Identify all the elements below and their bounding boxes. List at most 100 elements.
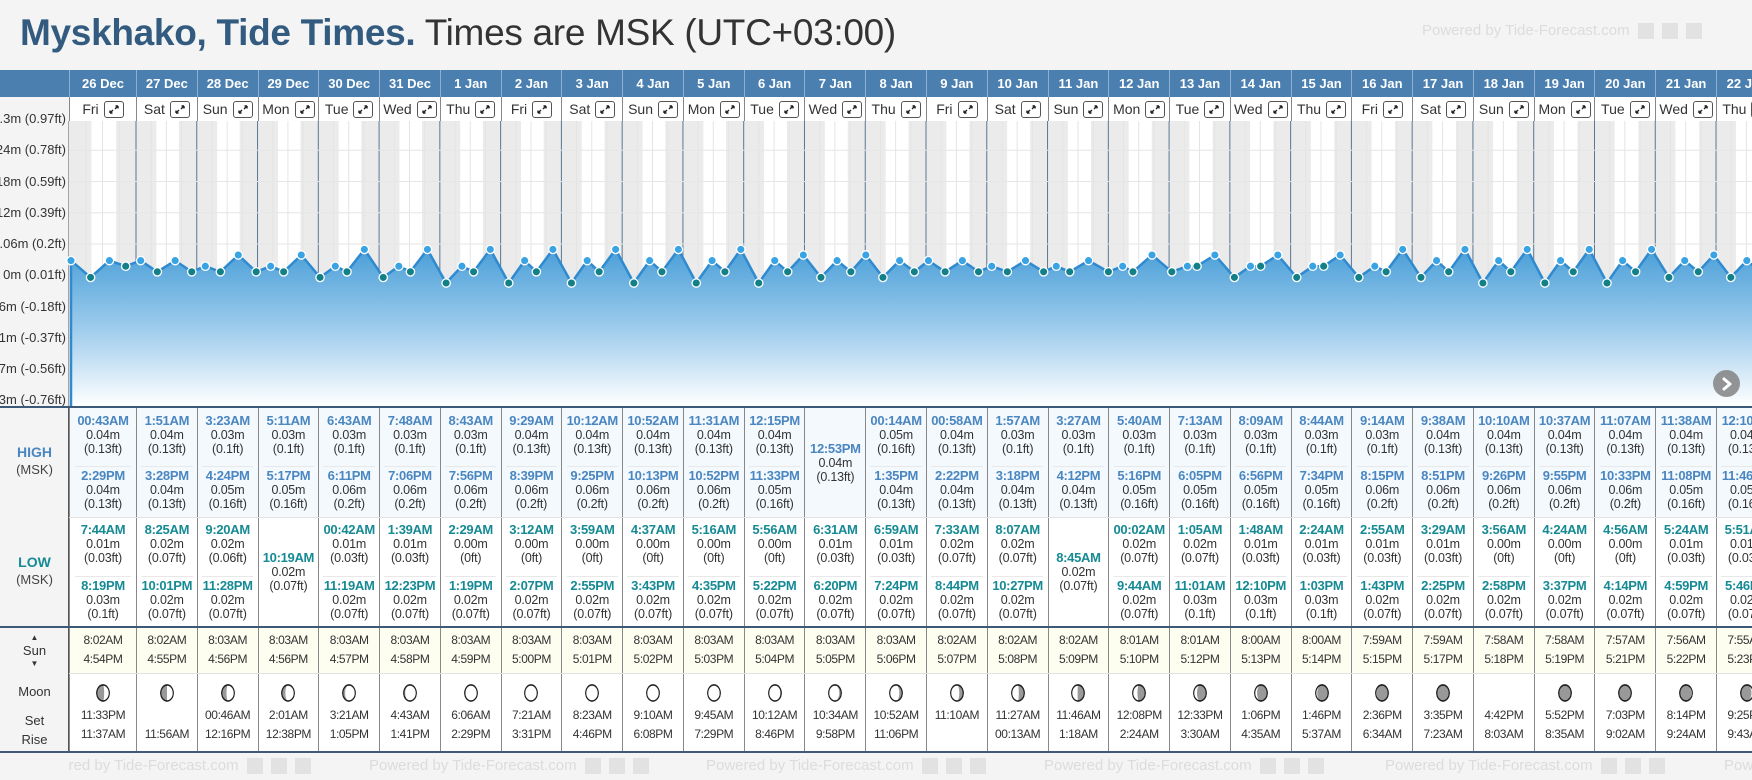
low-tide-point[interactable] [846, 266, 856, 277]
high-tide-point[interactable] [1584, 244, 1595, 255]
expand-day-button[interactable] [900, 100, 921, 118]
high-tide-point[interactable] [233, 250, 244, 260]
low-tide-point[interactable] [1103, 266, 1114, 277]
high-tide-point[interactable] [548, 244, 558, 255]
high-tide-point[interactable] [1708, 250, 1719, 260]
low-tide-point[interactable] [691, 278, 702, 288]
high-tide-point[interactable] [769, 255, 780, 266]
low-tide-point[interactable] [1002, 266, 1013, 277]
high-tide-point[interactable] [393, 261, 404, 272]
high-tide-point[interactable] [135, 255, 146, 266]
scroll-right-button[interactable] [1713, 370, 1740, 397]
low-tide-point[interactable] [378, 272, 389, 283]
low-tide-point[interactable] [720, 266, 730, 277]
high-tide-point[interactable] [1555, 255, 1566, 266]
high-tide-point[interactable] [485, 244, 496, 255]
expand-day-button[interactable] [475, 100, 496, 118]
low-tide-point[interactable] [628, 278, 639, 288]
high-tide-point[interactable] [986, 261, 997, 272]
low-tide-point[interactable] [342, 266, 352, 277]
low-tide-point[interactable] [1381, 266, 1391, 277]
low-tide-point[interactable] [405, 266, 416, 277]
low-tide-point[interactable] [152, 266, 163, 277]
expand-day-button[interactable] [353, 100, 374, 118]
high-tide-point[interactable] [1460, 244, 1470, 255]
low-tide-point[interactable] [468, 266, 479, 277]
high-tide-point[interactable] [1679, 255, 1690, 266]
low-tide-point[interactable] [531, 266, 542, 277]
low-tide-point[interactable] [1443, 266, 1454, 277]
high-tide-point[interactable] [1083, 255, 1094, 266]
high-tide-point[interactable] [457, 261, 467, 272]
expand-day-button[interactable] [1382, 100, 1403, 118]
low-tide-point[interactable] [878, 272, 888, 283]
expand-day-button[interactable] [232, 100, 253, 118]
low-tide-point[interactable] [1540, 278, 1550, 288]
expand-day-button[interactable] [1326, 100, 1347, 118]
high-tide-point[interactable] [330, 261, 341, 272]
high-tide-point[interactable] [923, 255, 934, 266]
low-tide-point[interactable] [909, 266, 920, 277]
low-tide-point[interactable] [278, 266, 289, 277]
low-tide-point[interactable] [1630, 266, 1641, 277]
low-tide-point[interactable] [503, 278, 514, 288]
expand-day-button[interactable] [1204, 100, 1225, 118]
expand-day-button[interactable] [842, 100, 863, 118]
high-tide-point[interactable] [1741, 255, 1752, 266]
low-tide-point[interactable] [1505, 266, 1516, 277]
low-tide-point[interactable] [1229, 272, 1240, 283]
expand-day-button[interactable] [532, 100, 553, 118]
high-tide-point[interactable] [707, 255, 717, 266]
high-tide-point[interactable] [1210, 250, 1220, 260]
low-tide-point[interactable] [1568, 266, 1579, 277]
low-tide-point[interactable] [1255, 261, 1266, 272]
low-tide-point[interactable] [566, 278, 577, 288]
high-tide-point[interactable] [1522, 244, 1533, 255]
low-tide-point[interactable] [215, 266, 226, 277]
low-tide-point[interactable] [1664, 272, 1674, 283]
high-tide-point[interactable] [582, 255, 593, 266]
high-tide-point[interactable] [1020, 255, 1031, 266]
low-tide-point[interactable] [1291, 272, 1302, 283]
high-tide-point[interactable] [66, 255, 76, 266]
expand-day-button[interactable] [1020, 100, 1041, 118]
high-tide-point[interactable] [1369, 261, 1380, 272]
expand-day-button[interactable] [1446, 100, 1467, 118]
high-tide-point[interactable] [644, 255, 655, 266]
low-tide-point[interactable] [120, 261, 131, 272]
low-tide-point[interactable] [1725, 272, 1736, 283]
low-tide-point[interactable] [1038, 266, 1049, 277]
low-tide-point[interactable] [940, 266, 950, 277]
high-tide-point[interactable] [1335, 250, 1346, 260]
high-tide-point[interactable] [296, 250, 307, 260]
expand-day-button[interactable] [103, 100, 124, 118]
low-tide-point[interactable] [1478, 278, 1488, 288]
low-tide-point[interactable] [315, 272, 325, 283]
low-tide-point[interactable] [782, 266, 793, 277]
high-tide-point[interactable] [1051, 261, 1062, 272]
low-tide-point[interactable] [973, 266, 984, 277]
low-tide-point[interactable] [1693, 266, 1704, 277]
expand-day-button[interactable] [719, 100, 740, 118]
high-tide-point[interactable] [1117, 261, 1128, 272]
expand-day-button[interactable] [957, 100, 978, 118]
high-tide-point[interactable] [860, 250, 871, 260]
low-tide-point[interactable] [1128, 266, 1138, 277]
high-tide-point[interactable] [957, 255, 968, 266]
expand-day-button[interactable] [416, 100, 437, 118]
low-tide-point[interactable] [1064, 266, 1075, 277]
low-tide-point[interactable] [186, 266, 197, 277]
high-tide-point[interactable] [1307, 261, 1318, 272]
low-tide-point[interactable] [594, 266, 605, 277]
expand-day-button[interactable] [1267, 100, 1288, 118]
low-tide-point[interactable] [1318, 261, 1329, 272]
expand-day-button[interactable] [1692, 100, 1713, 118]
expand-day-button[interactable] [1629, 100, 1650, 118]
expand-day-button[interactable] [1508, 100, 1529, 118]
expand-day-button[interactable] [778, 100, 799, 118]
high-tide-point[interactable] [673, 244, 684, 255]
high-tide-point[interactable] [422, 244, 433, 255]
low-tide-point[interactable] [251, 266, 262, 277]
expand-day-button[interactable] [595, 100, 616, 118]
high-tide-point[interactable] [1147, 250, 1157, 260]
